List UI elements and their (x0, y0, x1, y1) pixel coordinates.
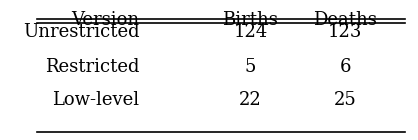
Text: Unrestricted: Unrestricted (23, 23, 140, 41)
Text: Low-level: Low-level (52, 91, 140, 109)
Text: Deaths: Deaths (314, 11, 377, 29)
Text: 124: 124 (233, 23, 268, 41)
Text: 25: 25 (334, 91, 357, 109)
Text: Births: Births (222, 11, 278, 29)
Text: 22: 22 (239, 91, 262, 109)
Text: 5: 5 (245, 58, 256, 76)
Text: 6: 6 (339, 58, 351, 76)
Text: Version: Version (71, 11, 140, 29)
Text: 123: 123 (328, 23, 362, 41)
Text: Restricted: Restricted (45, 58, 140, 76)
